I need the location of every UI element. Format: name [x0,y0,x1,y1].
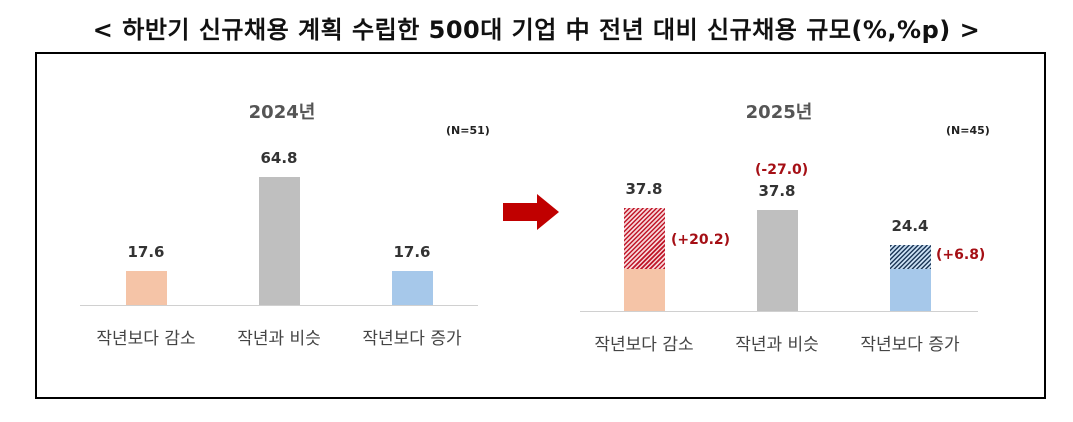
right-arrow-icon [503,194,559,230]
panel-2025-n: (N=45) [946,124,990,137]
bar-2025-increase-change: (+6.8) [936,247,986,263]
category-2024-increase: 작년보다 증가 [362,329,462,349]
bar-2025-increase-base-segment [890,269,931,311]
bar-2025-decrease-value: 37.8 [625,180,663,198]
bar-2025-similar-change: (-27.0) [755,162,809,178]
category-2025-increase: 작년보다 증가 [860,335,960,355]
bar-2025-increase-change-segment [890,245,931,269]
chart-frame [35,52,1046,399]
bar-2025-similar-value: 37.8 [758,182,796,200]
bar-2024-decrease [126,271,167,305]
bar-2024-similar-value: 64.8 [260,149,298,167]
panel-2025-year: 2025년 [745,102,813,123]
category-2025-similar: 작년과 비슷 [735,335,819,355]
category-2025-decrease: 작년보다 감소 [594,335,694,355]
bar-2024-increase-value: 17.6 [393,243,431,261]
chart-title: < 하반기 신규채용 계획 수립한 500대 기업 中 전년 대비 신규채용 규… [92,16,981,44]
panel-2024-year: 2024년 [248,102,316,123]
category-2024-similar: 작년과 비슷 [237,329,321,349]
axis-2024 [80,305,478,306]
bar-2024-increase [392,271,433,305]
axis-2025 [580,311,978,312]
bar-2025-increase-value: 24.4 [891,217,929,235]
bar-2025-similar [757,210,798,311]
bar-2025-decrease-change: (+20.2) [671,232,731,248]
bar-2024-decrease-value: 17.6 [127,243,165,261]
category-2024-decrease: 작년보다 감소 [96,329,196,349]
panel-2024-n: (N=51) [446,124,490,137]
bar-2024-similar [259,177,300,305]
bar-2025-decrease-change-segment [624,208,665,269]
bar-2025-decrease-base-segment [624,269,665,311]
